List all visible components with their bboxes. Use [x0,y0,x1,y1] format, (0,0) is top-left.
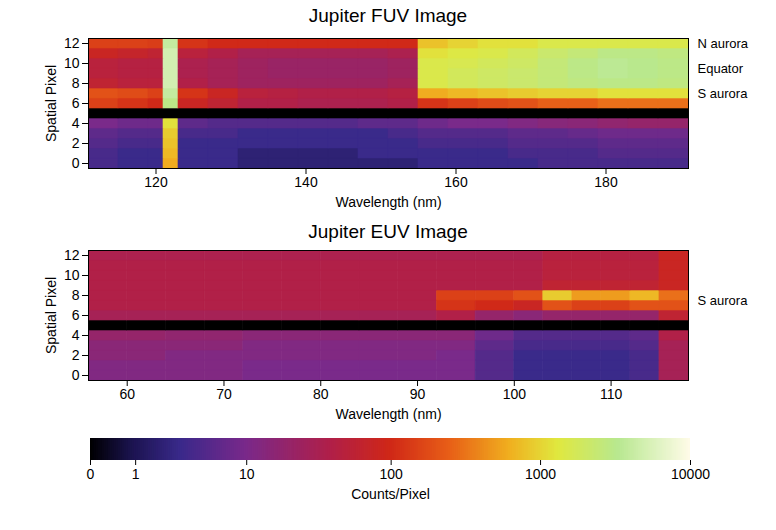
svg-text:1: 1 [132,466,140,482]
svg-text:10: 10 [239,466,255,482]
svg-text:10: 10 [64,55,80,71]
svg-text:S aurora: S aurora [698,86,749,101]
svg-text:10000: 10000 [671,466,710,482]
svg-text:160: 160 [444,174,468,190]
svg-text:6: 6 [72,95,80,111]
svg-text:70: 70 [216,386,232,402]
svg-text:S aurora: S aurora [698,293,749,308]
svg-text:8: 8 [72,75,80,91]
html-text:Jupiter EUV Image: Jupiter EUV Image [308,221,468,242]
svg-text:2: 2 [72,347,80,363]
svg-text:Wavelength (nm): Wavelength (nm) [335,194,441,210]
svg-text:60: 60 [119,386,135,402]
svg-text:120: 120 [144,174,168,190]
svg-text:N aurora: N aurora [698,36,749,51]
svg-text:0: 0 [72,155,80,171]
svg-text:8: 8 [72,287,80,303]
svg-text:Spatial Pixel: Spatial Pixel [43,277,59,354]
svg-text:12: 12 [64,35,80,51]
svg-text:4: 4 [72,327,80,343]
svg-text:6: 6 [72,307,80,323]
svg-text:Wavelength (nm): Wavelength (nm) [335,406,441,422]
svg-text:4: 4 [72,115,80,131]
svg-text:180: 180 [594,174,618,190]
svg-text:90: 90 [410,386,426,402]
svg-text:Spatial Pixel: Spatial Pixel [43,65,59,142]
svg-text:100: 100 [503,386,527,402]
svg-text:Counts/Pixel: Counts/Pixel [351,486,430,502]
html-text:Jupiter FUV Image: Jupiter FUV Image [308,5,468,26]
svg-text:1000: 1000 [525,466,556,482]
svg-text:80: 80 [313,386,329,402]
svg-text:10: 10 [64,267,80,283]
svg-text:Equator: Equator [698,61,744,76]
svg-text:2: 2 [72,135,80,151]
svg-text:110: 110 [600,386,623,402]
svg-text:0: 0 [87,466,95,482]
svg-text:100: 100 [379,466,403,482]
svg-text:12: 12 [64,247,80,263]
svg-text:140: 140 [294,174,318,190]
svg-text:0: 0 [72,367,80,383]
